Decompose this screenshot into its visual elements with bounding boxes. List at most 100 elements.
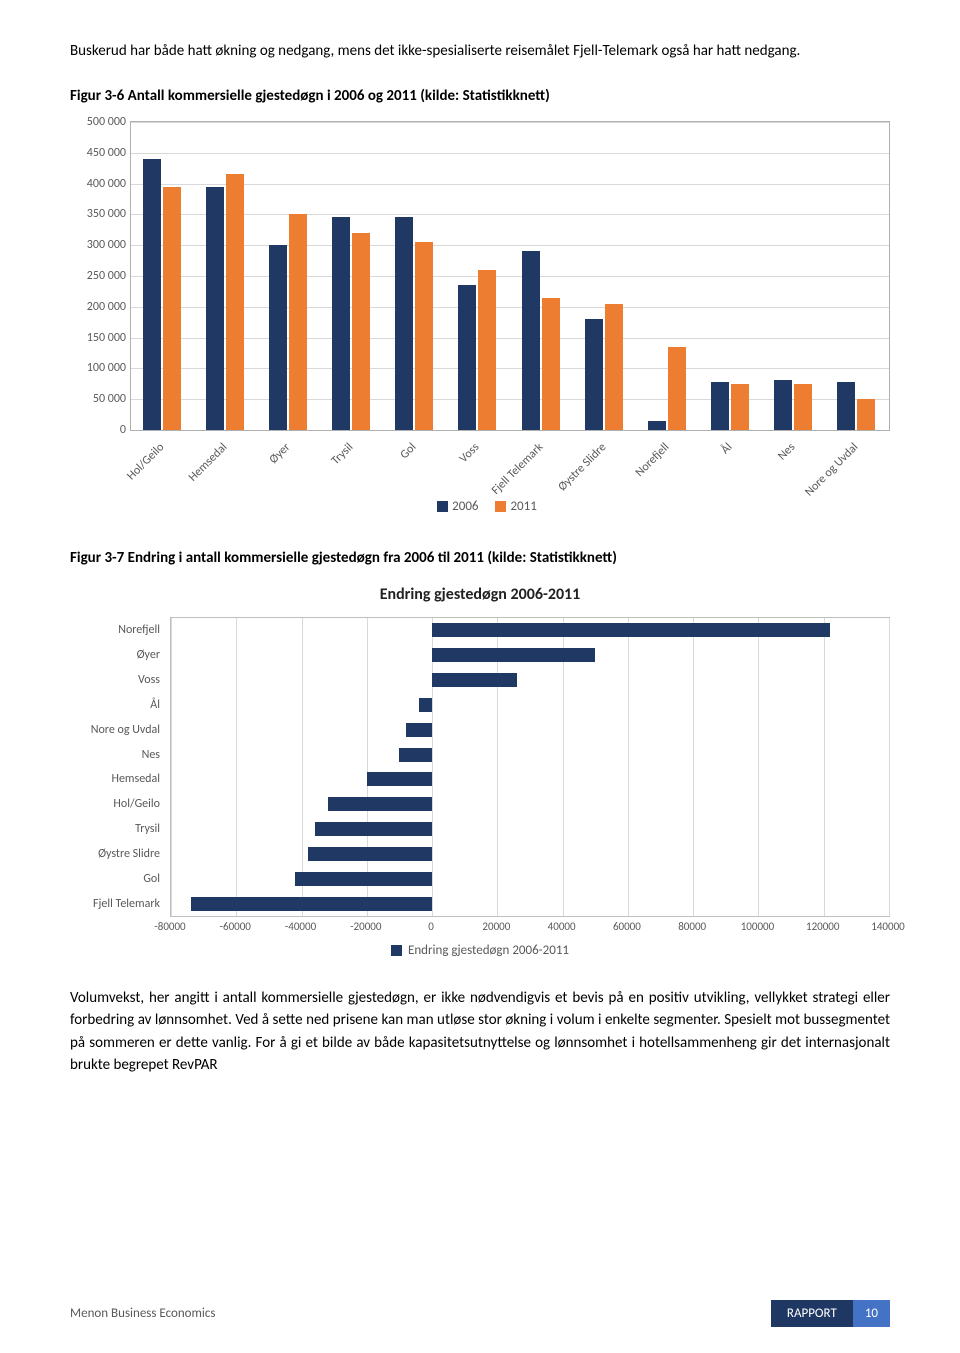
chart-1-y-tick: 50 000 [71, 390, 126, 408]
chart-2-y-label: Ål [66, 696, 166, 714]
chart-1-y-tick: 150 000 [71, 329, 126, 347]
chart-1-x-label: Fjell Telemark [487, 439, 547, 499]
chart-2-x-tick: 20000 [482, 919, 510, 936]
chart-1-bar [668, 347, 686, 430]
chart-1-x-label: Hol/Geilo [123, 439, 169, 485]
chart-2-y-label: Norefjell [66, 621, 166, 639]
closing-paragraph: Volumvekst, her angitt i antall kommersi… [70, 987, 890, 1077]
chart-1-bar [857, 399, 875, 430]
chart-2-y-label: Øystre Slidre [66, 845, 166, 863]
chart-1-y-tick: 300 000 [71, 236, 126, 254]
intro-paragraph: Buskerud har både hatt økning og nedgang… [70, 40, 890, 63]
chart-1-x-label: Nes [774, 439, 800, 465]
chart-1-x-label: Gol [396, 439, 421, 464]
chart-1-bar [478, 270, 496, 430]
chart-2-bar [399, 748, 432, 762]
chart-1-bar [648, 421, 666, 430]
chart-2-x-axis: -80000-60000-40000-200000200004000060000… [170, 917, 890, 935]
chart-1-y-tick: 400 000 [71, 175, 126, 193]
chart-2-x-tick: -20000 [350, 919, 381, 936]
legend-label-series: Endring gjestedøgn 2006-2011 [408, 943, 569, 958]
chart-2-bar [308, 847, 432, 861]
chart-1-bar [522, 251, 540, 430]
chart-1-x-label: Trysil [327, 439, 357, 469]
footer-page-number: 10 [853, 1300, 890, 1328]
figure-caption-1: Figur 3-6 Antall kommersielle gjestedøgn… [70, 85, 890, 108]
chart-1-x-label: Øyer [265, 439, 294, 468]
chart-2-x-tick: 100000 [741, 919, 774, 936]
chart-2-plot: NorefjellØyerVossÅlNore og UvdalNesHemse… [170, 617, 890, 917]
chart-2-x-tick: 140000 [871, 919, 904, 936]
chart-1-bar [605, 304, 623, 430]
chart-2-legend: Endring gjestedøgn 2006-2011 [70, 941, 890, 961]
legend-swatch-series [391, 945, 402, 956]
chart-2-x-tick: 40000 [548, 919, 576, 936]
chart-1-x-label: Hemsedal [184, 439, 231, 486]
figure-caption-2: Figur 3-7 Endring i antall kommersielle … [70, 547, 890, 570]
chart-1-bar [711, 382, 729, 430]
footer-brand: Menon Business Economics [70, 1304, 215, 1324]
chart-1-bar [269, 245, 287, 430]
chart-1-y-tick: 450 000 [71, 144, 126, 162]
chart-2-bar [367, 772, 432, 786]
chart-1-bar [458, 285, 476, 430]
chart-2-bar [432, 673, 517, 687]
chart-2-y-label: Nore og Uvdal [66, 721, 166, 739]
chart-1-x-label: Ål [717, 439, 737, 459]
chart-2-y-label: Hol/Geilo [66, 795, 166, 813]
chart-1-bar [395, 217, 413, 430]
chart-2-y-label: Trysil [66, 820, 166, 838]
page-footer: Menon Business Economics RAPPORT 10 [70, 1300, 890, 1328]
chart-2: Endring gjestedøgn 2006-2011 NorefjellØy… [70, 583, 890, 961]
chart-1-bar [332, 217, 350, 430]
chart-1-bar [542, 298, 560, 430]
chart-2-y-label: Fjell Telemark [66, 895, 166, 913]
chart-1-bar [794, 384, 812, 430]
chart-1-bar [163, 187, 181, 430]
chart-2-x-tick: 120000 [806, 919, 839, 936]
chart-2-bar [432, 648, 595, 662]
chart-1-y-tick: 100 000 [71, 359, 126, 377]
chart-1-bar [415, 242, 433, 430]
chart-1-plot: 050 000100 000150 000200 000250 000300 0… [130, 121, 890, 431]
chart-2-bar [419, 698, 432, 712]
chart-2-y-label: Gol [66, 870, 166, 888]
chart-1-x-axis: Hol/GeiloHemsedalØyerTrysilGolVossFjell … [130, 431, 890, 521]
chart-2-bar [406, 723, 432, 737]
chart-1-x-label: Nore og Uvdal [801, 439, 863, 501]
chart-2-y-label: Nes [66, 746, 166, 764]
chart-2-x-tick: 60000 [613, 919, 641, 936]
chart-2-bar [432, 623, 830, 637]
chart-2-y-label: Voss [66, 671, 166, 689]
chart-1-x-label: Norefjell [631, 439, 673, 481]
chart-2-bar [328, 797, 432, 811]
chart-2-x-tick: 0 [428, 919, 434, 936]
chart-1-x-label: Voss [456, 439, 484, 467]
chart-1-y-tick: 500 000 [71, 113, 126, 131]
chart-1: 0 50 000 100 000 150 000 200 000 250 000 300 0… [70, 121, 890, 517]
chart-2-bar [315, 822, 432, 836]
chart-1-y-tick: 350 000 [71, 205, 126, 223]
footer-label: RAPPORT [771, 1300, 853, 1328]
chart-1-y-tick: 250 000 [71, 267, 126, 285]
chart-1-bar [206, 187, 224, 430]
chart-2-y-label: Hemsedal [66, 770, 166, 788]
chart-1-bar [731, 384, 749, 430]
chart-2-bar [295, 872, 432, 886]
chart-2-x-tick: 80000 [678, 919, 706, 936]
chart-1-bar [226, 174, 244, 430]
chart-1-bar [143, 159, 161, 430]
chart-2-bar [191, 897, 433, 911]
chart-2-x-tick: -40000 [285, 919, 316, 936]
chart-1-bar [837, 382, 855, 430]
chart-2-title: Endring gjestedøgn 2006-2011 [70, 583, 890, 607]
chart-2-x-tick: -80000 [154, 919, 185, 936]
chart-1-y-tick: 200 000 [71, 298, 126, 316]
chart-2-x-tick: -60000 [220, 919, 251, 936]
chart-1-bar [289, 214, 307, 430]
chart-1-x-label: Øystre Slidre [554, 439, 611, 496]
chart-2-y-label: Øyer [66, 646, 166, 664]
chart-1-bar [774, 380, 792, 431]
chart-1-y-tick: 0 [71, 421, 126, 439]
chart-1-bar [585, 319, 603, 430]
